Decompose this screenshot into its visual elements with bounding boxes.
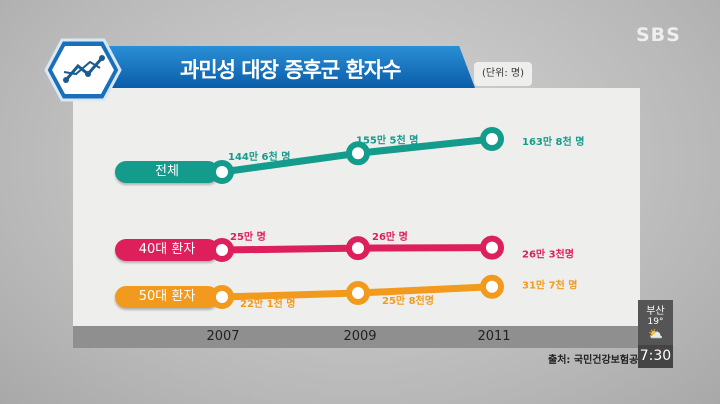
data-point xyxy=(210,160,234,184)
source-text: 출처: 국민건강보험공단 xyxy=(548,355,648,366)
data-point xyxy=(480,235,504,260)
data-label: 25만 명 xyxy=(230,230,266,243)
line-chart-icon xyxy=(44,38,122,102)
data-point xyxy=(346,281,370,306)
data-point xyxy=(210,285,234,309)
data-label: 144만 6천 명 xyxy=(228,150,290,163)
data-label: 26만 3천명 xyxy=(522,248,574,261)
weather-city: 부산 xyxy=(646,306,665,317)
sbs-logo: SBS xyxy=(636,24,681,46)
legend-40s: 40대 환자 xyxy=(115,239,219,261)
chart-title: 과민성 대장 증후군 환자수 xyxy=(180,58,401,82)
partly-cloudy-icon: ⛅ xyxy=(648,327,663,341)
data-point xyxy=(210,238,234,262)
data-label: 155만 5천 명 xyxy=(356,133,418,146)
legend-50s: 50대 환자 xyxy=(115,286,219,308)
x-tick-2007: 2007 xyxy=(206,329,240,344)
data-point xyxy=(480,274,504,299)
x-axis-band xyxy=(73,326,640,348)
title-banner xyxy=(80,46,475,88)
data-label: 26만 명 xyxy=(372,230,408,243)
data-label: 25만 8천명 xyxy=(382,294,434,307)
clock: 7:30 xyxy=(638,345,673,368)
data-point xyxy=(346,141,370,166)
x-tick-2011: 2011 xyxy=(477,329,511,344)
data-point xyxy=(480,126,504,151)
unit-label: (단위: 명) xyxy=(474,62,532,86)
data-label: 163만 8천 명 xyxy=(522,135,584,148)
x-tick-2009: 2009 xyxy=(343,329,377,344)
weather-temp: 19° xyxy=(647,317,664,327)
data-label: 22만 1천 명 xyxy=(240,297,295,310)
data-point xyxy=(346,236,370,261)
legend-total: 전체 xyxy=(115,161,219,183)
data-label: 31만 7천 명 xyxy=(522,279,577,292)
